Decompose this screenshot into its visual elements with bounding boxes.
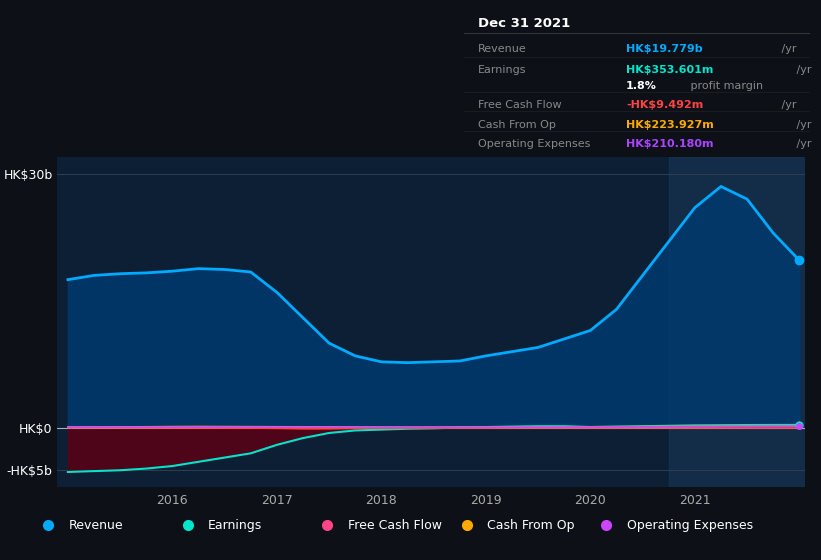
Text: 1.8%: 1.8%: [626, 81, 657, 91]
Bar: [669, 157, 810, 487]
Text: profit margin: profit margin: [686, 81, 763, 91]
Text: /yr: /yr: [777, 44, 796, 54]
Text: Dec 31 2021: Dec 31 2021: [478, 17, 570, 30]
Text: Operating Expenses: Operating Expenses: [627, 519, 753, 531]
Text: Cash From Op: Cash From Op: [488, 519, 575, 531]
Text: /yr: /yr: [793, 139, 811, 150]
Text: Revenue: Revenue: [478, 44, 526, 54]
Text: HK$210.180m: HK$210.180m: [626, 139, 713, 150]
Text: Earnings: Earnings: [209, 519, 263, 531]
Text: Revenue: Revenue: [69, 519, 123, 531]
Text: Earnings: Earnings: [478, 66, 526, 76]
Text: -HK$9.492m: -HK$9.492m: [626, 100, 703, 110]
Text: Cash From Op: Cash From Op: [478, 120, 556, 130]
Text: HK$19.779b: HK$19.779b: [626, 44, 703, 54]
Text: Free Cash Flow: Free Cash Flow: [348, 519, 442, 531]
Text: HK$223.927m: HK$223.927m: [626, 120, 713, 130]
Text: HK$353.601m: HK$353.601m: [626, 66, 713, 76]
Text: /yr: /yr: [777, 100, 796, 110]
Text: /yr: /yr: [793, 66, 811, 76]
Text: /yr: /yr: [793, 120, 811, 130]
Text: Free Cash Flow: Free Cash Flow: [478, 100, 562, 110]
Text: Operating Expenses: Operating Expenses: [478, 139, 590, 150]
